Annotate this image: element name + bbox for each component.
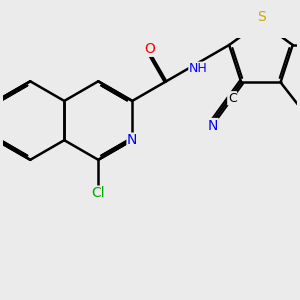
Text: O: O	[144, 42, 155, 56]
Text: C: C	[228, 92, 237, 105]
Text: N: N	[208, 118, 218, 133]
Text: Cl: Cl	[92, 186, 105, 200]
Text: S: S	[257, 10, 266, 24]
Text: N: N	[127, 133, 137, 147]
Text: NH: NH	[189, 62, 208, 75]
